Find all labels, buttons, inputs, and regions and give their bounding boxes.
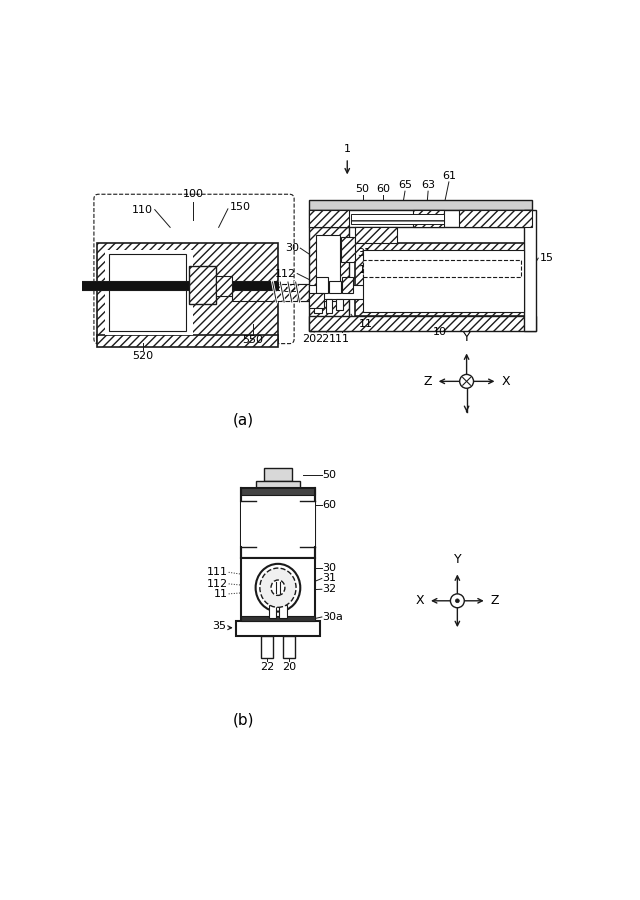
Text: X: X xyxy=(415,594,424,608)
Bar xyxy=(269,606,276,617)
Bar xyxy=(241,616,315,621)
FancyBboxPatch shape xyxy=(94,194,294,344)
Bar xyxy=(413,211,444,228)
Bar xyxy=(236,621,320,636)
Text: X: X xyxy=(501,374,510,388)
Text: 1: 1 xyxy=(344,144,351,154)
Text: 15: 15 xyxy=(540,253,554,263)
Bar xyxy=(257,481,300,489)
Bar xyxy=(280,606,287,617)
Bar xyxy=(316,235,340,301)
Bar xyxy=(261,636,273,658)
Text: 150: 150 xyxy=(230,202,250,211)
Text: 30a: 30a xyxy=(323,612,344,622)
Ellipse shape xyxy=(260,568,296,608)
Bar xyxy=(189,266,216,304)
Bar xyxy=(524,211,536,331)
Bar xyxy=(97,335,278,346)
Bar xyxy=(216,276,232,296)
Text: 550: 550 xyxy=(242,335,263,345)
Text: (b): (b) xyxy=(232,713,254,727)
Bar xyxy=(329,282,341,292)
Bar xyxy=(241,489,315,558)
Bar xyxy=(363,260,520,277)
Bar xyxy=(232,284,315,301)
Bar xyxy=(264,468,292,481)
Text: 65: 65 xyxy=(398,180,412,191)
Bar xyxy=(459,211,532,228)
Text: 10: 10 xyxy=(433,328,447,338)
Circle shape xyxy=(456,598,460,603)
Text: 30: 30 xyxy=(323,563,337,573)
Text: 61: 61 xyxy=(442,171,456,181)
Bar xyxy=(300,500,315,547)
Text: Y: Y xyxy=(463,331,470,345)
Bar xyxy=(297,284,316,301)
Bar xyxy=(355,243,532,316)
Bar xyxy=(308,211,532,228)
Bar xyxy=(105,250,193,335)
Bar xyxy=(351,214,444,223)
Text: 100: 100 xyxy=(183,189,204,199)
Bar xyxy=(342,277,353,292)
Text: 110: 110 xyxy=(132,204,153,214)
Bar xyxy=(109,255,186,331)
Text: 112: 112 xyxy=(359,265,380,274)
Text: 60: 60 xyxy=(323,500,337,510)
Text: 111: 111 xyxy=(329,334,350,344)
Text: 11: 11 xyxy=(359,319,372,328)
Text: 20: 20 xyxy=(282,662,296,672)
Bar xyxy=(308,285,394,299)
Text: Z: Z xyxy=(424,374,432,388)
Text: 60: 60 xyxy=(376,184,390,194)
Text: 63: 63 xyxy=(421,180,435,191)
Bar xyxy=(341,237,355,262)
Text: 50: 50 xyxy=(323,470,337,480)
Text: 20: 20 xyxy=(301,334,316,344)
Text: 31: 31 xyxy=(357,248,371,257)
Text: 112: 112 xyxy=(275,268,296,279)
Text: 22: 22 xyxy=(260,662,275,672)
Text: 35: 35 xyxy=(212,621,227,631)
Bar xyxy=(97,243,278,343)
Bar xyxy=(308,211,349,228)
Bar xyxy=(363,250,524,312)
Bar xyxy=(318,237,339,275)
Text: 50: 50 xyxy=(356,184,370,194)
Bar xyxy=(308,201,532,211)
Bar xyxy=(316,277,328,292)
Bar xyxy=(314,299,322,313)
Bar xyxy=(355,228,397,243)
Text: 32: 32 xyxy=(283,284,297,294)
Text: 22: 22 xyxy=(315,334,329,344)
Bar xyxy=(82,281,279,291)
Text: Z: Z xyxy=(490,594,499,608)
Text: 520: 520 xyxy=(132,351,154,361)
Text: 32: 32 xyxy=(323,584,337,594)
Bar xyxy=(308,292,324,308)
Bar xyxy=(241,489,315,494)
Bar xyxy=(308,316,536,331)
Bar xyxy=(241,558,315,619)
Text: 31: 31 xyxy=(323,573,337,583)
Bar xyxy=(308,228,349,331)
Text: Y: Y xyxy=(454,554,461,566)
Circle shape xyxy=(460,374,474,388)
Bar xyxy=(241,500,257,547)
Ellipse shape xyxy=(255,563,300,612)
Text: 111: 111 xyxy=(207,567,228,577)
Ellipse shape xyxy=(271,580,285,596)
Text: 11: 11 xyxy=(214,589,228,598)
Bar xyxy=(326,299,332,313)
Bar xyxy=(336,299,344,310)
Text: 112: 112 xyxy=(207,579,228,589)
Bar xyxy=(284,636,295,658)
Circle shape xyxy=(451,594,464,608)
Text: (a): (a) xyxy=(233,412,254,427)
Text: 30: 30 xyxy=(285,243,299,253)
